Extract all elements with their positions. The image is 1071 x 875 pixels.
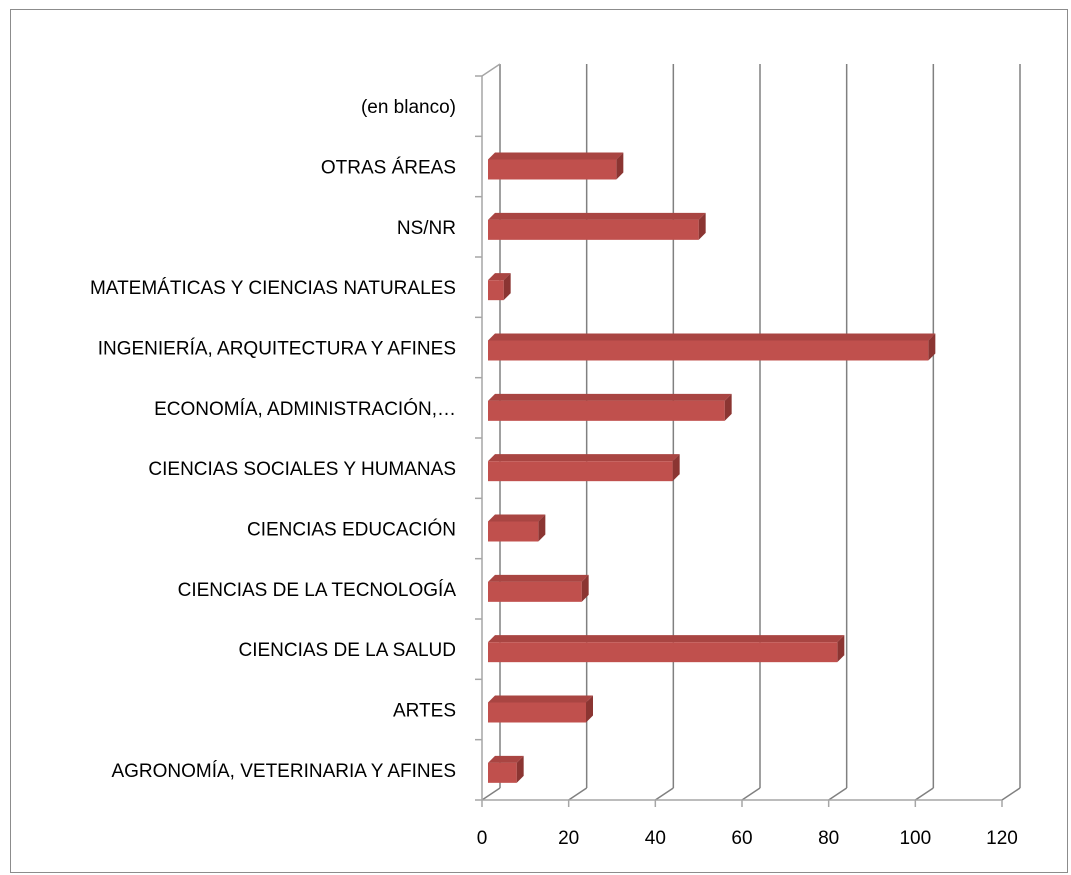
bar [488,642,838,663]
gridline-floor [828,787,848,801]
category-label: MATEMÁTICAS Y CIENCIAS NATURALES [90,278,456,299]
bar-side [538,514,546,542]
tick-label: 100 [899,828,931,849]
bar-side [928,333,936,361]
tick-label: 120 [986,828,1018,849]
bar-top [488,695,593,703]
bar-side [503,273,511,301]
bar-side [724,393,732,421]
gridline-floor [654,787,674,801]
bar-side [516,755,524,783]
bar-top [488,333,936,341]
tick-label: 0 [477,828,488,849]
bar [488,159,617,180]
bar-top [488,152,624,160]
tick-label: 20 [558,828,579,849]
gridline-floor [741,787,761,801]
bar-top [488,393,732,401]
side-wall-top-edge [481,63,501,77]
bar-top [488,574,589,582]
bar [488,219,699,240]
bar [488,702,586,723]
category-label: ECONOMÍA, ADMINISTRACIÓN,… [154,398,456,420]
category-label: INGENIERÍA, ARQUITECTURA Y AFINES [98,339,456,360]
category-label: CIENCIAS EDUCACIÓN [247,519,456,541]
bar-side [698,212,706,240]
bar [488,521,539,542]
bar-side [586,695,593,723]
category-label: AGRONOMÍA, VETERINARIA Y AFINES [111,761,456,782]
category-label: ARTES [393,701,456,722]
bar-side [672,454,680,482]
bar [488,762,517,783]
category-label: CIENCIAS SOCIALES Y HUMANAS [148,459,456,480]
bar-top [488,212,706,220]
category-label: OTRAS ÁREAS [321,158,456,179]
tick-label: 80 [818,828,839,849]
bar-top [488,635,845,643]
bar-side [581,574,589,602]
bar-side [837,635,845,663]
gridline-floor [1001,787,1021,801]
bar-top [488,755,524,763]
category-label: CIENCIAS DE LA TECNOLOGÍA [178,580,457,601]
gridline-floor [481,787,501,801]
category-label: NS/NR [397,218,456,239]
bar [488,340,929,361]
bar-side [616,152,624,180]
category-label: CIENCIAS DE LA SALUD [238,640,456,661]
bar [488,461,673,482]
bar-top [488,454,680,462]
bar [488,400,725,421]
category-label: (en blanco) [361,97,456,118]
bar [488,280,504,301]
bar [488,581,582,602]
bar-top [488,273,511,281]
gridline-floor [914,787,934,801]
bar-top [488,514,546,522]
gridline-floor [568,787,588,801]
tick-label: 60 [731,828,752,849]
tick-label: 40 [645,828,666,849]
